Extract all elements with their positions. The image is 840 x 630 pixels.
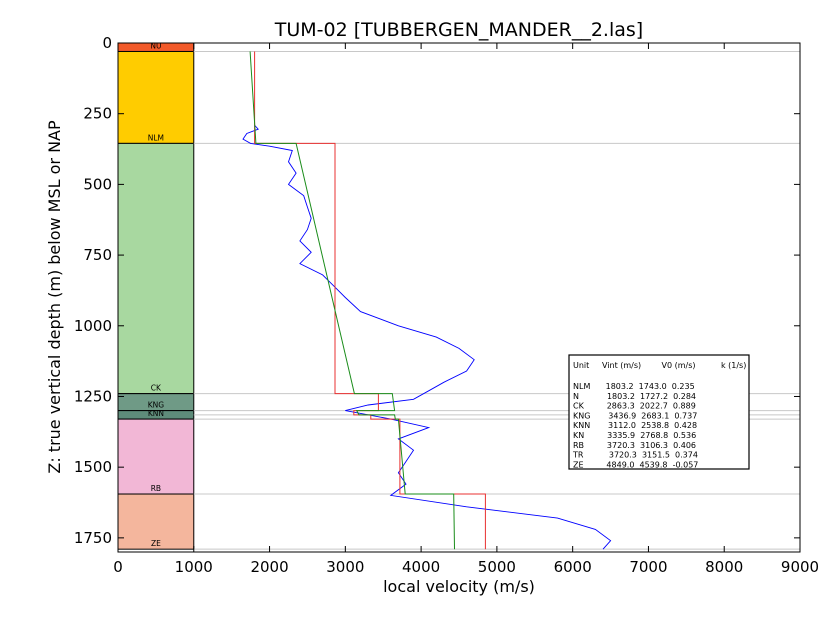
unit-label-nlm: NLM	[148, 133, 164, 142]
velocity-table-row: KNG 3436.9 2683.1 0.737	[573, 411, 697, 420]
x-tick-label: 4000	[402, 558, 440, 576]
velocity-table-row: KNN 3112.0 2538.8 0.428	[573, 421, 697, 430]
x-axis-label: local velocity (m/s)	[383, 577, 535, 596]
velocity-table-row: KN 3335.9 2768.8 0.536	[573, 431, 696, 440]
x-tick-label: 6000	[554, 558, 592, 576]
y-tick-label: 1750	[74, 529, 112, 547]
velocity-table: Unit Vint (m/s) V0 (m/s) k (1/s) NLM 1803…	[568, 354, 750, 470]
x-tick-label: 0	[113, 558, 123, 576]
y-tick-label: 0	[102, 34, 112, 52]
y-tick-label: 500	[83, 175, 112, 193]
x-tick-label: 2000	[250, 558, 288, 576]
velocity-table-box	[568, 354, 750, 470]
velocity-table-row: N 1803.2 1727.2 0.284	[573, 392, 696, 401]
unit-block-nlm	[117, 50, 195, 144]
velocity-table-row: TR 3720.3 3151.5 0.374	[572, 451, 698, 460]
y-axis: 0 250 500 750 1000 1250 1500 1750	[74, 34, 800, 547]
x-tick-label: 3000	[326, 558, 364, 576]
velocity-series	[242, 51, 612, 550]
velocity-table-row: NLM 1803.2 1743.0 0.235	[573, 382, 695, 391]
velocity-table-row: RB 3720.3 3106.3 0.406	[573, 441, 696, 450]
series-line-0	[242, 124, 612, 550]
plot-frame	[117, 42, 801, 553]
velocity-table-row: CK 2863.3 2022.7 0.889	[573, 402, 696, 411]
x-tick-label: 7000	[629, 558, 667, 576]
unit-label-rb: RB	[151, 484, 161, 493]
y-tick-label: 1500	[74, 458, 112, 476]
unit-block-ck	[117, 142, 195, 395]
x-axis: 0 1000 2000 3000 4000 5000 6000 7000 8000 9000	[113, 43, 819, 576]
y-tick-label: 250	[83, 105, 112, 123]
y-tick-label: 1000	[74, 317, 112, 335]
x-tick-label: 9000	[781, 558, 819, 576]
x-tick-label: 1000	[175, 558, 213, 576]
y-tick-label: 750	[83, 246, 112, 264]
unit-label-kng: KNG	[148, 401, 165, 410]
unit-block-rb	[117, 418, 195, 495]
unit-label-knn: KNN	[148, 409, 164, 418]
y-axis-label: Z: true vertical depth (m) below MSL or …	[45, 120, 64, 474]
velocity-table-row: ZE 4849.0 4539.8 -0.057	[573, 460, 698, 469]
unit-label-nu: NU	[150, 41, 161, 50]
x-tick-label: 5000	[478, 558, 516, 576]
chart-title: TUM-02 [TUBBERGEN_MANDER__2.las]	[274, 19, 643, 41]
x-tick-label: 8000	[705, 558, 743, 576]
y-tick-label: 1250	[74, 387, 112, 405]
series-line-1	[254, 51, 486, 550]
unit-label-ck: CK	[151, 384, 162, 393]
series-line-2	[249, 51, 455, 550]
horizon-lines	[193, 50, 800, 550]
unit-label-ze: ZE	[151, 539, 161, 548]
velocity-table-header: Unit Vint (m/s) V0 (m/s) k (1/s)	[573, 361, 746, 370]
